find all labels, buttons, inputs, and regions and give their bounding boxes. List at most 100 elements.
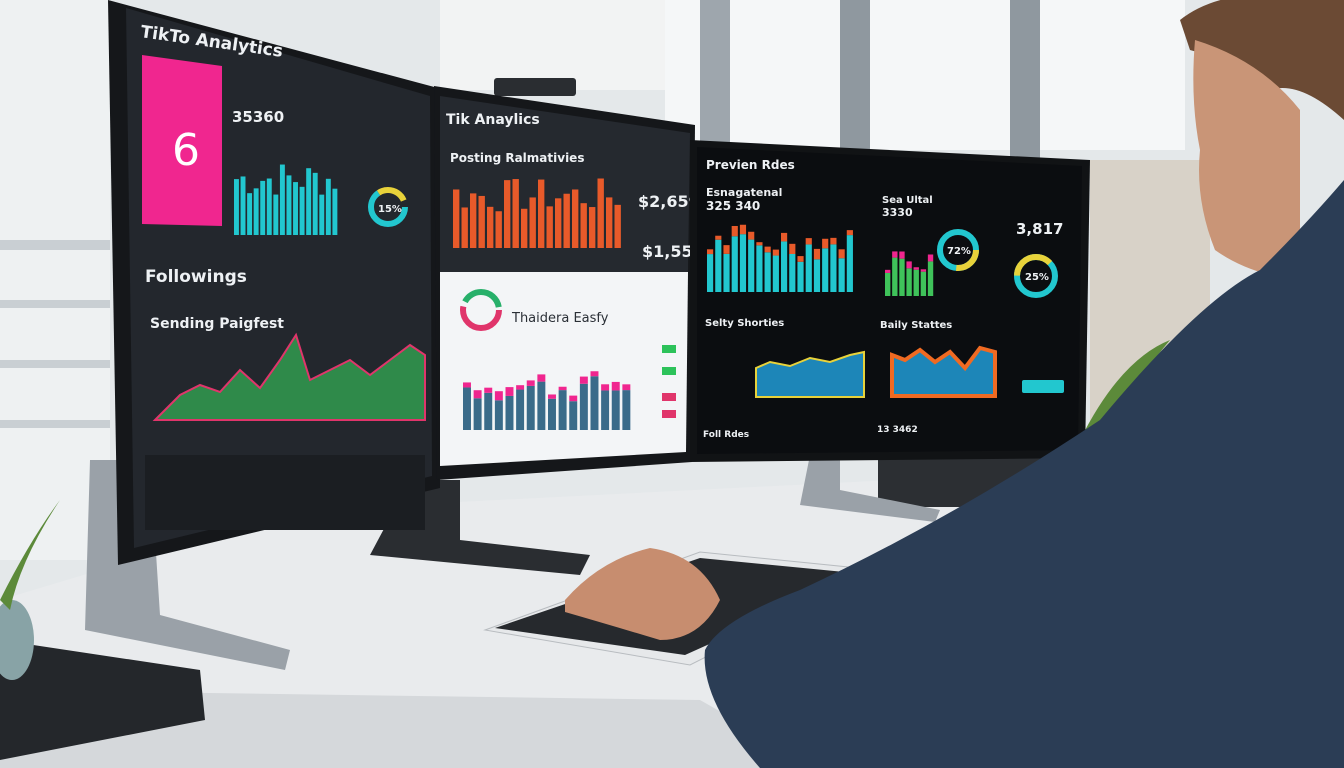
card-2-donut-label: 72% [947, 246, 971, 257]
chart-bar [622, 384, 631, 391]
chart-bar [590, 376, 599, 430]
chart-bar [920, 269, 927, 272]
chart-bar [461, 207, 468, 248]
chart-bar [805, 238, 812, 245]
chart-bar [494, 400, 503, 430]
chart-bar [606, 197, 613, 248]
chart-bar [723, 245, 730, 254]
right-app-title: Previen Rdes [706, 158, 795, 172]
chart-bar [813, 259, 821, 292]
left-stat-value: 35360 [232, 108, 284, 126]
chart-bar [537, 374, 546, 382]
center-panel-title: Thaidera Easfy [511, 311, 609, 326]
chart-bar [505, 387, 514, 396]
chart-bar [234, 179, 239, 235]
chart-bar [470, 193, 477, 248]
chart-bar [569, 401, 578, 430]
chart-bar [286, 175, 292, 235]
chart-bar [614, 204, 621, 248]
right-monitor: Previen Rdes Esnagatenal 325 340 Sea Ult… [690, 140, 1090, 462]
chart-bar [611, 390, 620, 430]
chart-bar [504, 180, 511, 248]
chart-bar [253, 188, 259, 235]
center-bar-chart [453, 178, 621, 248]
card-1-title: Esnagatenal [706, 186, 782, 199]
chart-bar [739, 234, 747, 292]
chart-bar [748, 239, 755, 292]
chart-bar [325, 178, 331, 235]
chart-bar [478, 195, 485, 248]
chart-bar [306, 168, 312, 235]
center-stacked-chart [463, 371, 631, 430]
chart-bar [822, 248, 829, 292]
card-1-value: 325 340 [706, 199, 760, 213]
chart-bar [473, 398, 482, 430]
chart-bar [899, 251, 905, 259]
chart-bar [830, 237, 837, 245]
chart-bar [273, 194, 279, 235]
chart-bar [885, 272, 891, 296]
plant-pot [0, 600, 34, 680]
pink-tile-number: 6 [172, 125, 200, 176]
chart-bar [920, 271, 927, 296]
chart-bar [590, 371, 599, 377]
chart-bar [555, 198, 562, 248]
chart-bar [772, 249, 779, 256]
person [565, 0, 1344, 768]
chart-bar [892, 257, 898, 296]
chart-bar [569, 395, 578, 402]
center-donut-segment [460, 289, 502, 331]
chart-bar [580, 203, 587, 248]
chart-bar [838, 249, 845, 259]
chart-bar [731, 236, 738, 292]
left-donut-label: 15% [378, 204, 402, 215]
legend-chip [662, 410, 676, 418]
center-stat-2: $1,557 [642, 242, 704, 261]
person-hand [565, 548, 720, 640]
right-action-button[interactable] [1022, 380, 1064, 393]
person-hair [1180, 0, 1344, 120]
chart-bar [601, 390, 610, 430]
chart-bar [548, 394, 556, 399]
chart-bar [319, 194, 325, 235]
pink-tile [142, 55, 222, 226]
webcam [494, 78, 576, 96]
legend-chip [662, 345, 676, 353]
chart-bar [526, 380, 535, 386]
center-monitor: Tik Anaylics Posting Ralmativies $2,659 … [434, 86, 704, 480]
chart-bar [279, 164, 285, 235]
chart-bar [505, 395, 514, 430]
footer-1: Foll Rdes [703, 430, 749, 440]
legend-chip [662, 367, 676, 375]
chart-bar [589, 207, 596, 248]
chart-bar [516, 389, 525, 430]
left-area-chart [152, 332, 426, 421]
chart-bar [484, 392, 493, 430]
center-screen-top [440, 96, 690, 272]
section-2-title: Baily Stattes [880, 320, 952, 331]
chart-bar [579, 376, 588, 384]
chart-bar [537, 381, 546, 430]
chart-bar [797, 256, 804, 262]
chart-bar [601, 384, 610, 391]
chart-bar [538, 179, 545, 248]
chart-bar [764, 252, 771, 292]
chart-bar [516, 385, 525, 390]
chart-bar [813, 248, 821, 260]
chart-bar [789, 243, 796, 254]
chart-bar [830, 244, 837, 292]
legend-chip [662, 393, 676, 401]
chart-bar [312, 172, 318, 235]
chart-bar [748, 231, 755, 240]
desk-edge [0, 690, 820, 768]
chart-bar [781, 232, 788, 242]
chart-bar [906, 268, 912, 296]
book-stack [0, 640, 205, 760]
chart-bar [906, 261, 912, 269]
chart-bar [558, 390, 567, 430]
chart-bar [526, 385, 535, 430]
chart-bar [781, 241, 788, 292]
chart-bar [299, 186, 305, 235]
section-1-title: Selty Shorties [705, 318, 784, 329]
